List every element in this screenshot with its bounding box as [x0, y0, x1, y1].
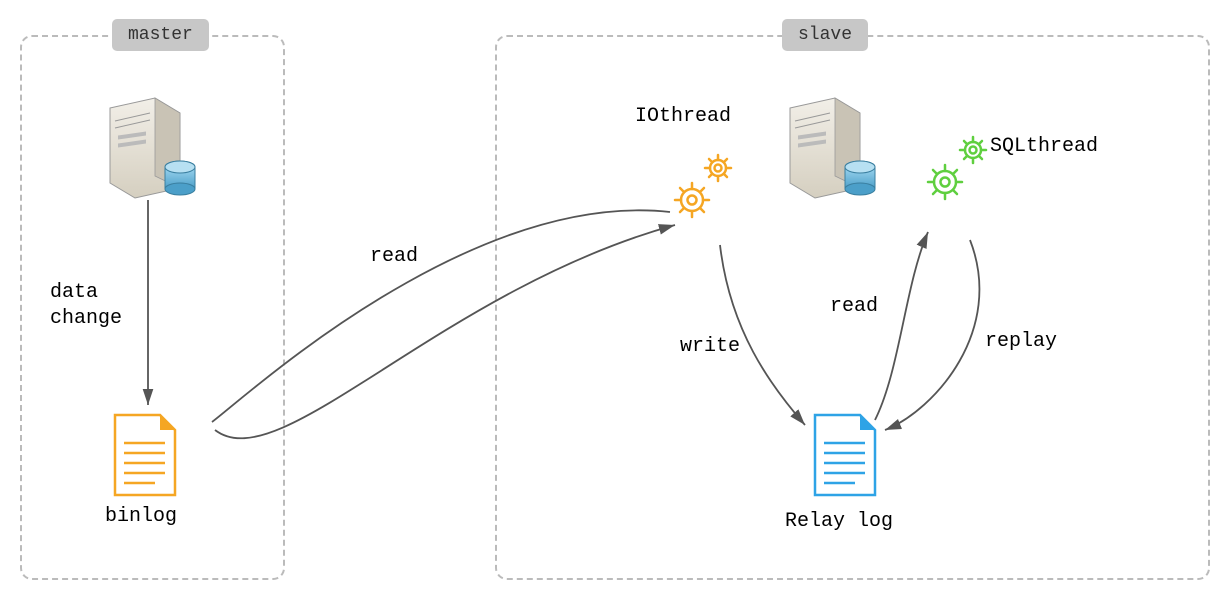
label-data-change: datachange — [50, 280, 122, 332]
label-binlog: binlog — [105, 505, 177, 528]
label-relaylog: Relay log — [785, 510, 893, 533]
label-read-binlog: read — [370, 245, 418, 268]
label-read-relay: read — [830, 295, 878, 318]
label-replay: replay — [985, 330, 1057, 353]
tag-slave: slave — [782, 19, 868, 51]
label-write: write — [680, 335, 740, 358]
label-iothread: IOthread — [635, 105, 731, 128]
label-sqlthread: SQLthread — [990, 135, 1098, 158]
tag-master: master — [112, 19, 209, 51]
